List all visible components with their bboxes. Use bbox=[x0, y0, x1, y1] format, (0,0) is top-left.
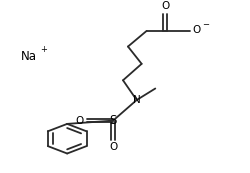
Text: S: S bbox=[109, 114, 116, 127]
Text: O: O bbox=[192, 25, 200, 35]
Text: N: N bbox=[132, 95, 140, 105]
Text: −: − bbox=[201, 20, 208, 29]
Text: O: O bbox=[160, 1, 169, 11]
Text: O: O bbox=[108, 142, 117, 152]
Text: Na: Na bbox=[21, 50, 37, 63]
Text: +: + bbox=[40, 45, 46, 54]
Text: O: O bbox=[75, 116, 83, 126]
